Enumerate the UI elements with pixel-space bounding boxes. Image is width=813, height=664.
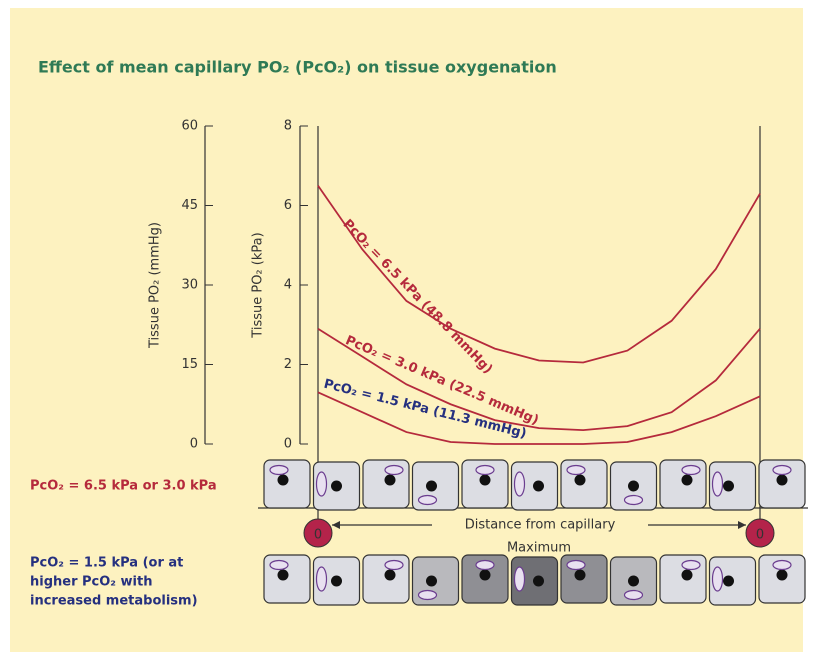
nucleus [331,576,342,587]
mitochondrion [317,472,327,496]
mitochondrion [419,496,437,505]
nucleus [723,576,734,587]
x-tick-label: 0 [756,528,764,543]
mitochondrion [419,591,437,600]
y-tick-label: 4 [284,278,292,293]
y-tick-label: 2 [284,357,292,372]
mitochondrion [625,591,643,600]
mitochondrion [773,561,791,570]
nucleus [628,576,639,587]
nucleus [575,570,586,581]
mitochondrion [515,567,525,591]
mitochondrion [713,567,723,591]
nucleus [777,570,788,581]
mitochondrion [567,561,585,570]
mitochondrion [270,466,288,475]
mitochondrion [385,561,403,570]
chart-title: Effect of mean capillary PO₂ (PcO₂) on t… [38,58,557,77]
x-tick-label: 0 [314,528,322,543]
y2-axis-label: Tissue PO₂ (mmHg) [148,222,163,349]
mitochondrion [713,472,723,496]
nucleus [480,475,491,486]
nucleus [575,475,586,486]
row-label: PcO₂ = 1.5 kPa (or at [30,556,183,571]
nucleus [278,570,289,581]
y2-tick-label: 60 [181,119,198,134]
y2-tick-label: 15 [181,357,198,372]
mitochondrion [317,567,327,591]
nucleus [426,481,437,492]
mitochondrion [476,466,494,475]
mitochondrion [682,561,700,570]
nucleus [385,570,396,581]
y2-tick-label: 0 [190,437,198,452]
nucleus [480,570,491,581]
nucleus [331,481,342,492]
row-label: higher PcO₂ with [30,575,152,590]
mitochondrion [515,472,525,496]
mitochondrion [476,561,494,570]
x-tick-label: Maximum [507,541,571,556]
nucleus [682,570,693,581]
y2-tick-label: 30 [181,278,198,293]
nucleus [533,481,544,492]
mitochondrion [567,466,585,475]
y-tick-label: 0 [284,437,292,452]
nucleus [385,475,396,486]
nucleus [777,475,788,486]
chart: Effect of mean capillary PO₂ (PcO₂) on t… [0,0,813,660]
mitochondrion [385,466,403,475]
y-axis-label: Tissue PO₂ (kPa) [251,232,266,338]
nucleus [723,481,734,492]
mitochondrion [682,466,700,475]
nucleus [278,475,289,486]
row-label: PcO₂ = 6.5 kPa or 3.0 kPa [30,479,217,494]
y-tick-label: 8 [284,119,292,134]
nucleus [628,481,639,492]
y-tick-label: 6 [284,198,292,213]
x-axis-label: Distance from capillary [465,518,616,533]
y2-tick-label: 45 [181,198,198,213]
row-label: increased metabolism) [30,594,198,609]
nucleus [682,475,693,486]
nucleus [426,576,437,587]
mitochondrion [270,561,288,570]
nucleus [533,576,544,587]
mitochondrion [773,466,791,475]
mitochondrion [625,496,643,505]
